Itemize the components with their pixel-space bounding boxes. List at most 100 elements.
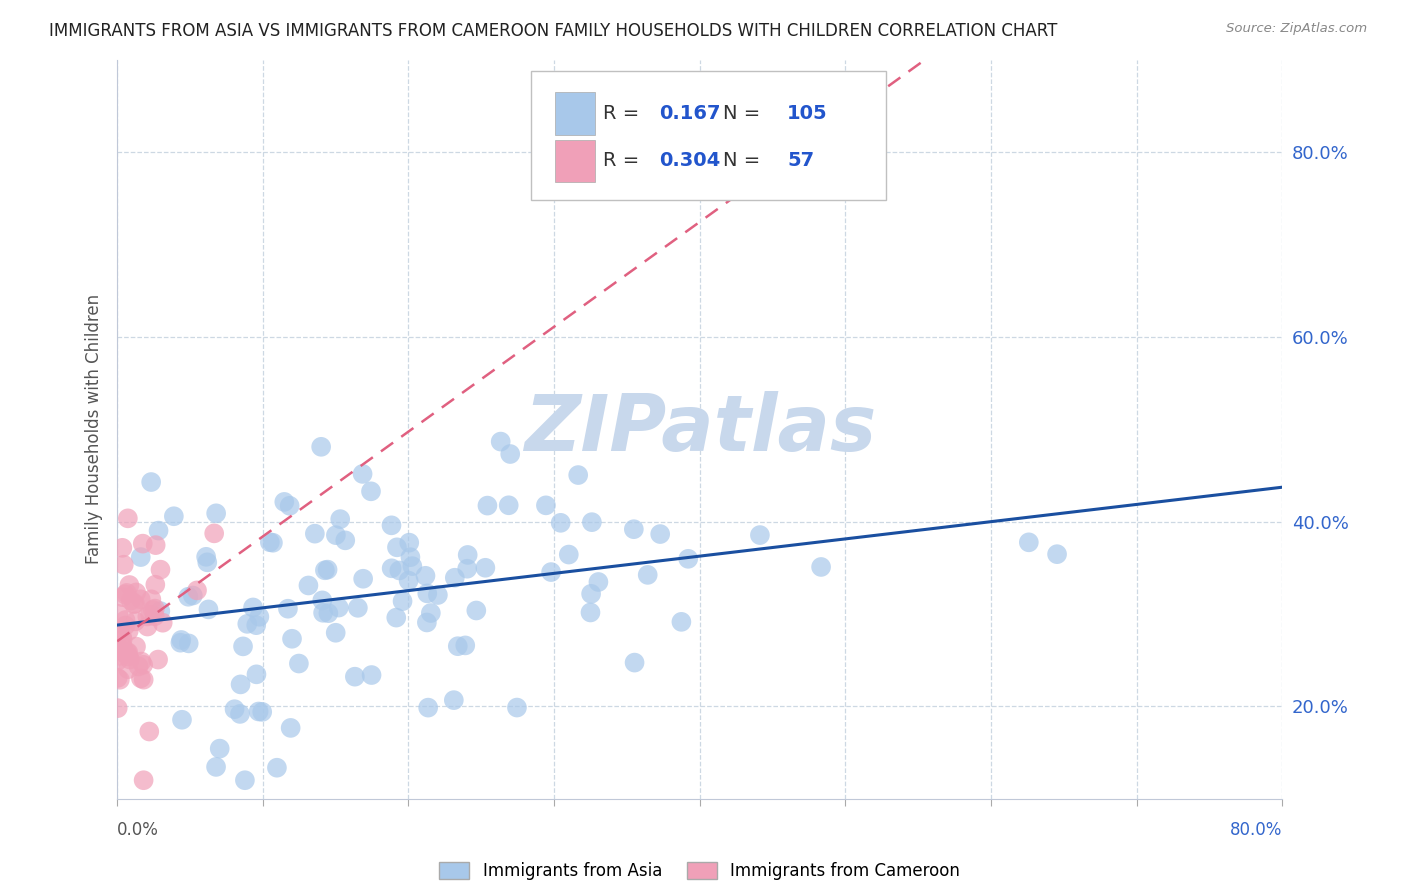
Point — [136, 619, 159, 633]
Point — [229, 677, 252, 691]
Point — [810, 560, 832, 574]
Point — [236, 616, 259, 631]
Point — [117, 662, 139, 676]
Point — [132, 657, 155, 672]
Point — [149, 563, 172, 577]
Point — [163, 509, 186, 524]
Point — [277, 601, 299, 615]
Point — [381, 561, 404, 575]
Point — [117, 511, 139, 525]
Point — [242, 600, 264, 615]
Point — [186, 583, 208, 598]
FancyBboxPatch shape — [555, 93, 595, 135]
Point — [169, 636, 191, 650]
Point — [380, 518, 402, 533]
Point — [170, 632, 193, 647]
Point — [280, 721, 302, 735]
Point — [447, 639, 470, 653]
Point — [114, 613, 136, 627]
Point — [416, 586, 439, 600]
Point — [122, 597, 145, 611]
Point — [202, 526, 225, 541]
Point — [229, 706, 252, 721]
Point — [465, 603, 488, 617]
Point — [388, 564, 411, 578]
Point — [454, 639, 477, 653]
Point — [281, 632, 304, 646]
Point — [120, 593, 142, 607]
Point — [142, 603, 165, 617]
Point — [129, 550, 152, 565]
Point — [343, 670, 366, 684]
Point — [489, 434, 512, 449]
Point — [247, 609, 270, 624]
FancyBboxPatch shape — [531, 70, 886, 200]
Point — [197, 602, 219, 616]
Text: 57: 57 — [787, 152, 814, 170]
Point — [208, 741, 231, 756]
Point — [311, 593, 333, 607]
Point — [262, 535, 284, 549]
Point — [148, 524, 170, 538]
Point — [143, 609, 166, 624]
Point — [398, 574, 420, 588]
Point — [309, 440, 332, 454]
Point — [498, 498, 520, 512]
Y-axis label: Family Households with Children: Family Households with Children — [86, 294, 103, 565]
Point — [419, 606, 441, 620]
Point — [273, 495, 295, 509]
Point — [117, 649, 139, 664]
Point — [139, 607, 162, 622]
Point — [579, 587, 602, 601]
Point — [111, 630, 134, 644]
Point — [456, 562, 478, 576]
Point — [141, 592, 163, 607]
Point — [118, 624, 141, 638]
Point — [131, 655, 153, 669]
Point — [352, 467, 374, 481]
Point — [360, 484, 382, 499]
Point — [558, 548, 581, 562]
Point — [118, 652, 141, 666]
Point — [124, 597, 146, 611]
Point — [259, 535, 281, 549]
Point — [671, 615, 693, 629]
Point — [107, 607, 129, 621]
Point — [650, 527, 672, 541]
Point — [111, 541, 134, 555]
Point — [205, 506, 228, 520]
Point — [443, 571, 465, 585]
Point — [399, 550, 422, 565]
Text: ZIPatlas: ZIPatlas — [523, 392, 876, 467]
Point — [146, 652, 169, 666]
Point — [506, 700, 529, 714]
Point — [107, 654, 129, 668]
Point — [329, 512, 352, 526]
Point — [304, 526, 326, 541]
Point — [132, 673, 155, 687]
Point — [623, 522, 645, 536]
Point — [141, 475, 163, 489]
Point — [108, 648, 131, 663]
Point — [416, 615, 439, 630]
Point — [385, 610, 408, 624]
Point — [588, 574, 610, 589]
Point — [347, 600, 370, 615]
Point — [125, 640, 148, 654]
Point — [637, 567, 659, 582]
Point — [247, 705, 270, 719]
Point — [457, 548, 479, 562]
Point — [170, 713, 193, 727]
Point — [111, 639, 134, 653]
Point — [181, 589, 204, 603]
Point — [540, 565, 562, 579]
Point — [312, 606, 335, 620]
Point — [195, 555, 218, 569]
Point — [250, 705, 273, 719]
Text: 0.0%: 0.0% — [117, 821, 159, 839]
Point — [567, 468, 589, 483]
Point — [245, 667, 267, 681]
Point — [316, 563, 339, 577]
Point — [278, 499, 301, 513]
Point — [115, 646, 138, 660]
